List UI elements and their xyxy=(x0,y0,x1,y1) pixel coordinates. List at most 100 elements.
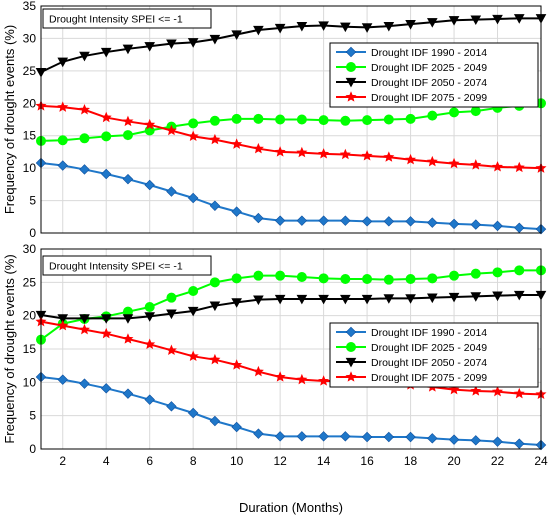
annotation-text: Drought Intensity SPEI <= -1 xyxy=(49,14,183,26)
data-point xyxy=(100,47,112,58)
data-point xyxy=(383,294,395,304)
data-point xyxy=(144,179,155,191)
data-point xyxy=(514,438,525,449)
data-point xyxy=(187,192,199,204)
data-point xyxy=(340,431,351,442)
x-tick-label: 20 xyxy=(447,454,461,468)
data-point xyxy=(383,431,395,443)
data-point xyxy=(57,101,69,112)
y-tick-label: 5 xyxy=(29,409,36,423)
data-point xyxy=(166,309,177,320)
data-point xyxy=(187,38,199,48)
data-point xyxy=(340,274,351,284)
data-point xyxy=(144,338,156,350)
data-point xyxy=(187,130,199,142)
data-point xyxy=(209,34,221,45)
x-tick-label: 24 xyxy=(534,454,548,468)
data-point xyxy=(57,57,69,68)
data-point xyxy=(231,421,242,433)
x-tick-label: 6 xyxy=(146,454,153,468)
plot-frame xyxy=(40,5,542,234)
legend-label: Drought IDF 2050 - 2074 xyxy=(371,77,487,89)
data-point xyxy=(470,268,481,279)
data-point xyxy=(296,215,308,226)
data-point xyxy=(448,16,460,26)
data-point xyxy=(253,113,264,124)
y-tick-label: 15 xyxy=(23,342,37,356)
data-point xyxy=(340,215,351,226)
legend-label: Drought IDF 2025 - 2049 xyxy=(371,342,487,354)
data-point xyxy=(383,114,394,125)
legend-marker xyxy=(345,46,357,58)
data-point xyxy=(339,148,351,160)
data-point xyxy=(188,118,199,129)
data-point xyxy=(448,383,460,395)
data-point xyxy=(79,133,90,144)
data-point xyxy=(405,216,416,227)
y-tick-label: 5 xyxy=(29,194,36,208)
data-point xyxy=(144,125,155,136)
data-point xyxy=(362,274,373,284)
data-point xyxy=(144,312,156,322)
annotation-text: Drought Intensity SPEI <= -1 xyxy=(49,261,183,273)
y-tick-label: 10 xyxy=(23,161,37,175)
y-axis-label: Frequency of drought events (%) xyxy=(2,254,17,443)
data-point xyxy=(470,385,482,396)
y-tick-label: 30 xyxy=(23,31,37,45)
legend-marker xyxy=(346,62,356,72)
data-point xyxy=(209,133,221,145)
legend: Drought IDF 1990 - 2014 Drought IDF 2025 … xyxy=(329,42,539,108)
data-point xyxy=(166,292,177,303)
data-point xyxy=(274,431,286,442)
data-point xyxy=(79,314,90,324)
data-point xyxy=(361,216,373,227)
data-point xyxy=(383,216,395,227)
data-point xyxy=(187,407,199,419)
data-point xyxy=(144,302,155,312)
data-point xyxy=(449,270,460,281)
data-point xyxy=(122,44,134,55)
plot-frame xyxy=(40,248,542,450)
data-point xyxy=(274,23,286,34)
data-point xyxy=(165,344,177,356)
x-axis-label: Duration (Months) xyxy=(239,500,343,515)
data-point xyxy=(361,23,373,33)
data-point xyxy=(383,151,395,162)
data-point xyxy=(57,160,68,171)
data-point xyxy=(492,161,504,172)
data-point xyxy=(209,115,220,126)
data-point xyxy=(470,159,482,170)
data-point xyxy=(426,155,438,167)
legend-label: Drought IDF 2025 - 2049 xyxy=(371,62,487,74)
data-point xyxy=(340,294,351,305)
x-tick-label: 2 xyxy=(59,454,66,468)
data-point xyxy=(166,401,177,412)
data-point xyxy=(470,292,482,302)
data-point xyxy=(57,314,69,324)
data-point xyxy=(361,150,373,161)
x-tick-label: 10 xyxy=(230,454,244,468)
data-point xyxy=(470,219,482,230)
chart-panel-1: 0 5 10 15 20 25 30 35 Drought Intensity SPEI <= … xyxy=(2,0,547,240)
data-point xyxy=(405,274,416,284)
data-point xyxy=(513,290,525,301)
data-point xyxy=(492,220,503,232)
data-point xyxy=(470,106,481,117)
data-point xyxy=(122,115,134,127)
data-point xyxy=(274,371,286,382)
data-point xyxy=(296,294,308,305)
data-point xyxy=(383,274,394,285)
data-point xyxy=(405,20,416,30)
data-point xyxy=(231,359,243,370)
y-tick-label: 20 xyxy=(23,96,37,110)
data-point xyxy=(296,114,307,125)
data-point xyxy=(514,265,525,276)
data-point xyxy=(188,286,199,296)
y-tick-label: 20 xyxy=(23,309,37,323)
data-point xyxy=(231,273,242,284)
data-point xyxy=(209,301,221,312)
annotation-box xyxy=(42,255,212,276)
data-point xyxy=(100,314,112,324)
